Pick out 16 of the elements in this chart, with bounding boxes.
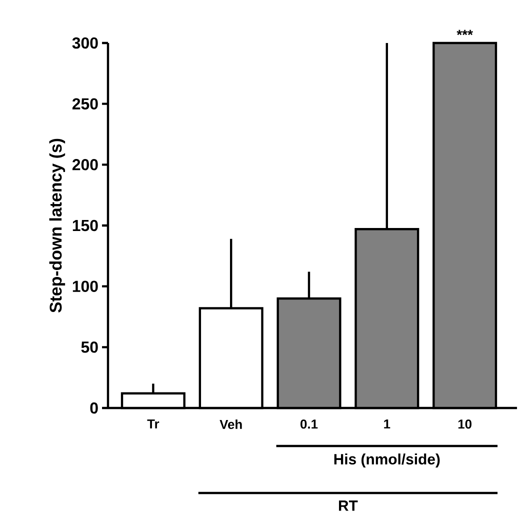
annotation: *** — [456, 30, 473, 36]
y-tick-label: 250 — [72, 98, 98, 110]
y-tick-label: 50 — [81, 342, 98, 353]
x-tick-label: 0.1 — [300, 419, 318, 429]
y-tick-label: 150 — [72, 220, 98, 232]
y-tick-label: 200 — [72, 159, 98, 170]
y-tick-label: 100 — [72, 280, 98, 292]
x-tick-label: Tr — [147, 419, 160, 428]
text: His (nmol/side) — [334, 454, 440, 468]
x-tick-label: 10 — [458, 419, 472, 429]
x-tick-label: 1 — [384, 419, 390, 428]
y-axis-title: Step-down latency (s) — [49, 138, 66, 313]
x-tick-label: Veh — [220, 419, 242, 429]
y-tick-label: 300 — [72, 37, 98, 49]
text: RT — [338, 500, 358, 511]
y-tick-label: 0 — [90, 402, 98, 414]
